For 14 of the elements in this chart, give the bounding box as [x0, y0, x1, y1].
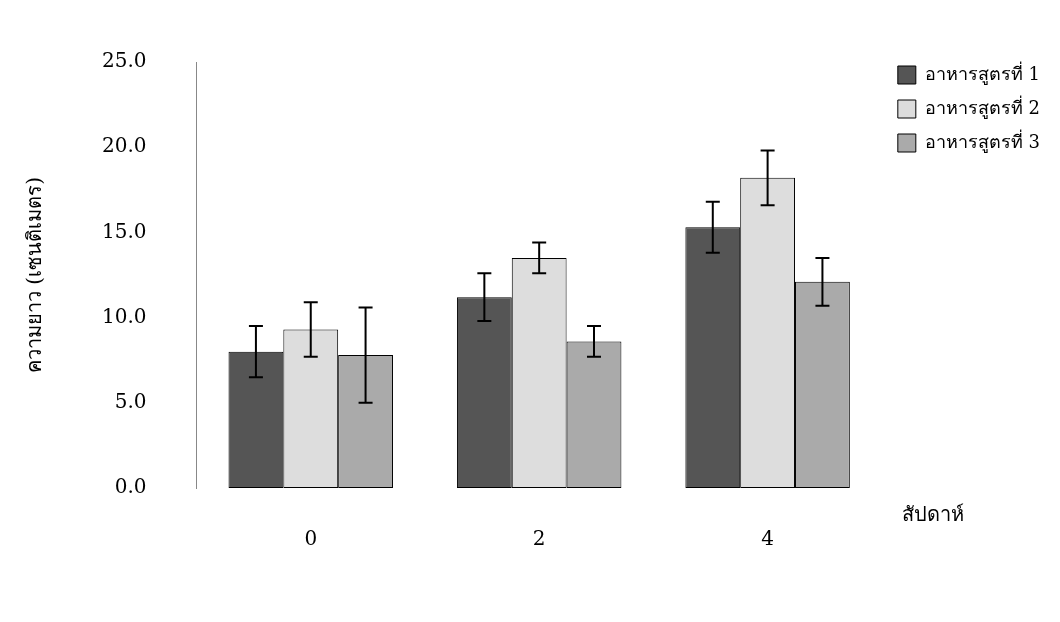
legend-label: อาหารสูตรที่ 2 — [924, 94, 1041, 119]
y-tick-label: 5.0 — [114, 389, 147, 413]
legend-label: อาหารสูตรที่ 1 — [924, 60, 1041, 85]
x-tick-label: 0 — [304, 526, 318, 551]
y-tick-label: 0.0 — [114, 474, 147, 499]
y-tick-label: 20.0 — [102, 133, 147, 158]
legend-label: อาหารสูตรที่ 3 — [924, 128, 1041, 153]
y-tick-label: 25.0 — [102, 48, 147, 73]
x-axis-title: สัปดาห์ — [901, 502, 964, 527]
y-tick-label: 10.0 — [102, 303, 147, 328]
x-tick-label: 4 — [761, 526, 774, 551]
x-tick-label: 2 — [532, 526, 546, 551]
y-axis-title: ความยาว (เซนติเมตร) — [22, 177, 47, 373]
y-tick-label: 15.0 — [102, 218, 147, 243]
